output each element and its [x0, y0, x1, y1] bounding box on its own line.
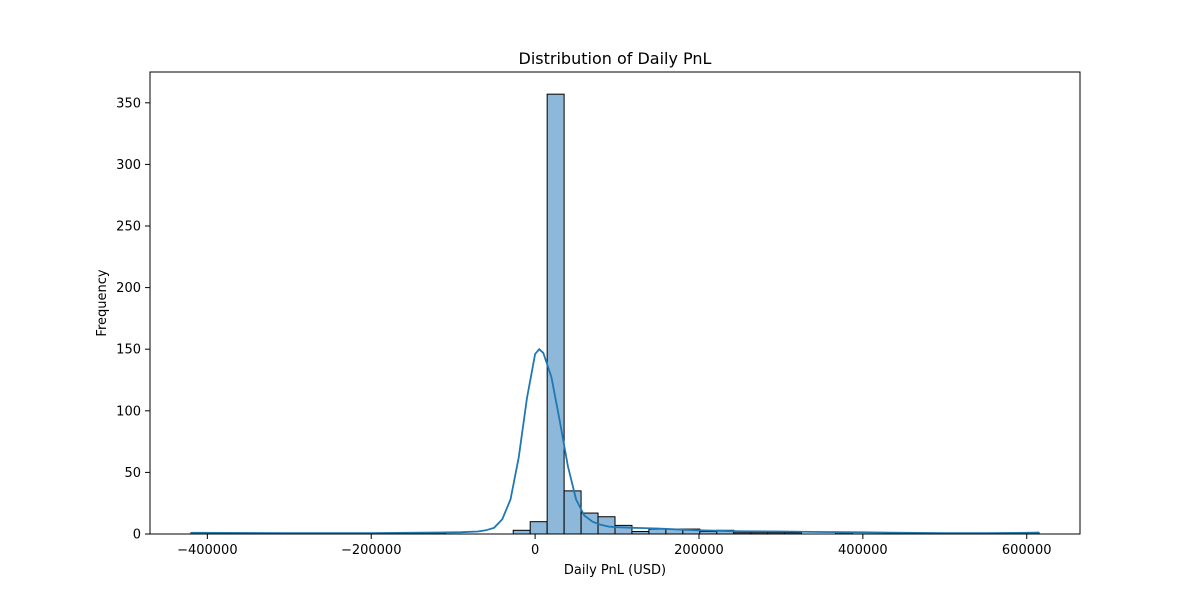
y-tick-label: 250	[116, 220, 141, 235]
x-axis-ticks: −400000 −200000 0 200000 400000 600000	[177, 534, 1052, 558]
x-tick-label: −400000	[177, 543, 238, 558]
y-tick-label: 350	[116, 96, 141, 111]
x-tick-label: 600000	[1002, 543, 1052, 558]
histogram-bar	[512, 529, 531, 535]
histogram-bar	[648, 528, 667, 535]
y-tick-label: 0	[133, 528, 141, 543]
histogram-bar	[563, 490, 582, 535]
y-tick-label: 300	[116, 158, 141, 173]
chart-title: Distribution of Daily PnL	[519, 49, 712, 68]
y-tick-label: 50	[124, 466, 141, 481]
x-tick-label: 0	[531, 543, 539, 558]
x-axis-label: Daily PnL (USD)	[564, 563, 666, 578]
histogram-bars	[190, 93, 1040, 535]
x-tick-label: 200000	[674, 543, 724, 558]
y-tick-label: 150	[116, 343, 141, 358]
histogram-bar	[546, 93, 565, 535]
y-axis-ticks: 0 50 100 150 200 250 300 350	[116, 96, 150, 543]
x-tick-label: −200000	[341, 543, 402, 558]
x-tick-label: 400000	[838, 543, 888, 558]
y-tick-label: 100	[116, 404, 141, 419]
kde-line	[190, 347, 1040, 534]
plot-area-frame	[149, 71, 1081, 535]
y-axis-label: Frequency	[95, 269, 110, 336]
histogram-bar	[529, 521, 548, 535]
y-tick-label: 200	[116, 281, 141, 296]
